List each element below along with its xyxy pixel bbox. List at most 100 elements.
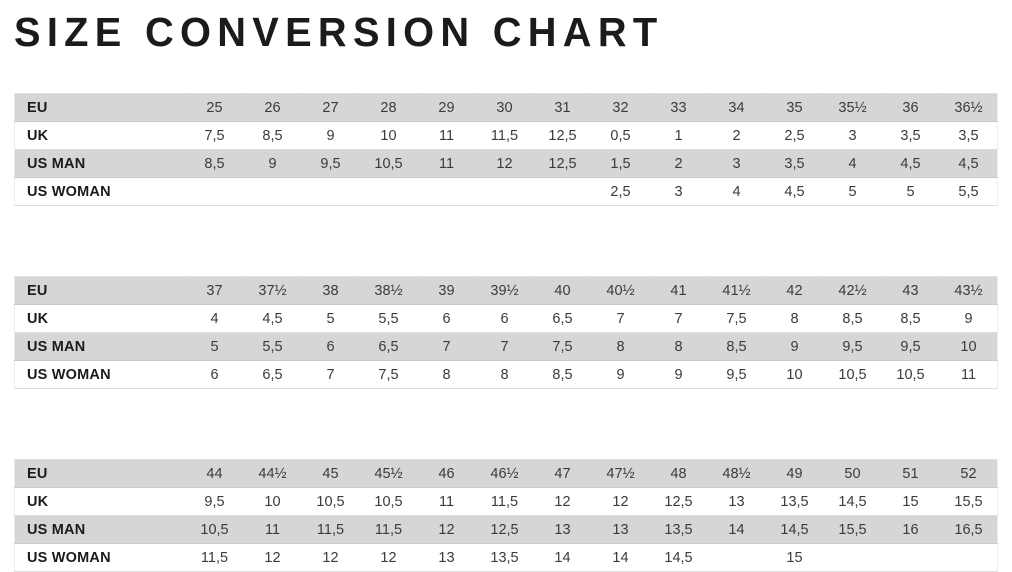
size-table-3-body: EU 44 44½ 45 45½ 46 46½ 47 47½ 48 48½ 49 50 51 52 UK 9,5… (14, 459, 998, 572)
size-cell: 38 (301, 276, 360, 305)
size-cell: 12 (417, 515, 476, 544)
size-cell: 15 (765, 543, 824, 572)
size-cell: 36 (881, 93, 940, 122)
size-cell: 8,5 (881, 304, 940, 333)
table-row: UK 9,5 10 10,5 10,5 11 11,5 12 12 12,5 13 13,5 14,5 1… (14, 487, 998, 516)
size-cell: 8 (591, 332, 650, 361)
size-cell: 9 (649, 360, 708, 389)
size-cell: 45 (301, 459, 360, 488)
size-cell: 9 (301, 121, 360, 150)
size-cell: 13,5 (475, 543, 534, 572)
size-cell: 50 (823, 459, 882, 488)
size-cell: 13,5 (649, 515, 708, 544)
size-cell: 14 (533, 543, 592, 572)
size-cell: 27 (301, 93, 360, 122)
size-cell: 4,5 (765, 177, 824, 206)
size-cell: 8 (765, 304, 824, 333)
size-cell: 11,5 (359, 515, 418, 544)
size-cell: 32 (591, 93, 650, 122)
size-cell: 42 (765, 276, 824, 305)
size-cell: 10 (939, 332, 998, 361)
size-cell: 26 (243, 93, 302, 122)
size-cell: 8 (475, 360, 534, 389)
size-cell: 44½ (243, 459, 302, 488)
table-row: US MAN 8,5 9 9,5 10,5 11 12 12,5 1,5 2 3 3,5 4 4,5 4,5 (14, 149, 998, 178)
size-cell: 12 (533, 487, 592, 516)
size-cell: 42½ (823, 276, 882, 305)
size-cell: 10,5 (823, 360, 882, 389)
size-cell: 3,5 (881, 121, 940, 150)
size-cell: 11 (417, 149, 476, 178)
table-row: EU 37 37½ 38 38½ 39 39½ 40 40½ 41 41½ 42 42½ 43 43½ (14, 276, 998, 305)
table-row: US WOMAN 6 6,5 7 7,5 8 8 8,5 9 9 9,5 10 10,5 10,5 11 (14, 360, 998, 389)
size-cell: 5,5 (359, 304, 418, 333)
table-row: UK 7,5 8,5 9 10 11 11,5 12,5 0,5 1 2 2,5 3 3,5 3,5 (14, 121, 998, 150)
size-cell: 40½ (591, 276, 650, 305)
size-table-1-body: EU 25 26 27 28 29 30 31 32 33 34 35 35½ 36 36½ UK 7,5 8,5… (14, 93, 998, 206)
table-row: UK 4 4,5 5 5,5 6 6 6,5 7 7 7,5 8 8,5 8,5 9 (14, 304, 998, 333)
page-title: SIZE CONVERSION CHART (14, 9, 664, 55)
size-cell: 12 (301, 543, 360, 572)
size-cell: 37½ (243, 276, 302, 305)
size-cell: 29 (417, 93, 476, 122)
size-cell: 37 (185, 276, 244, 305)
size-cell: 12 (475, 149, 534, 178)
size-cell: 5 (185, 332, 244, 361)
size-cell: 9,5 (881, 332, 940, 361)
size-cell: 43 (881, 276, 940, 305)
size-cell: 3,5 (939, 121, 998, 150)
size-cell: 9,5 (301, 149, 360, 178)
size-cell: 13 (591, 515, 650, 544)
size-table-2: EU 37 37½ 38 38½ 39 39½ 40 40½ 41 41½ 42 42½ 43 43½ UK 4… (14, 276, 998, 389)
size-cell: 7 (417, 332, 476, 361)
size-cell: 6,5 (243, 360, 302, 389)
size-cell: 3 (649, 177, 708, 206)
size-cell: 4 (185, 304, 244, 333)
row-label-us-man: US MAN (14, 332, 186, 361)
size-cell: 12 (359, 543, 418, 572)
size-cell: 8,5 (707, 332, 766, 361)
table-row: US MAN 10,5 11 11,5 11,5 12 12,5 13 13 13,5 14 14,5… (14, 515, 998, 544)
size-cell: 5,5 (243, 332, 302, 361)
size-cell: 9 (939, 304, 998, 333)
size-cell: 6 (301, 332, 360, 361)
size-cell: 9,5 (823, 332, 882, 361)
size-cell: 35½ (823, 93, 882, 122)
size-cell: 9 (591, 360, 650, 389)
tables-container: EU 25 26 27 28 29 30 31 32 33 34 35 35½ 36 36½ UK 7,5 8,5… (14, 93, 998, 572)
size-cell: 6,5 (359, 332, 418, 361)
size-cell: 4 (823, 149, 882, 178)
size-cell: 14 (591, 543, 650, 572)
size-cell (823, 543, 882, 572)
size-cell (533, 177, 592, 206)
size-cell: 8,5 (823, 304, 882, 333)
size-cell: 7 (301, 360, 360, 389)
row-label-us-man: US MAN (14, 515, 186, 544)
size-table-3: EU 44 44½ 45 45½ 46 46½ 47 47½ 48 48½ 49 50 51 52 UK 9,5… (14, 459, 998, 572)
size-cell (881, 543, 940, 572)
size-cell: 9,5 (707, 360, 766, 389)
size-cell: 11 (417, 487, 476, 516)
size-cell: 5,5 (939, 177, 998, 206)
size-cell: 51 (881, 459, 940, 488)
size-cell: 11 (243, 515, 302, 544)
size-cell: 25 (185, 93, 244, 122)
size-cell: 46½ (475, 459, 534, 488)
table-row: EU 44 44½ 45 45½ 46 46½ 47 47½ 48 48½ 49 50 51 52 (14, 459, 998, 488)
size-cell: 12,5 (533, 149, 592, 178)
row-label-us-woman: US WOMAN (14, 360, 186, 389)
size-cell: 41 (649, 276, 708, 305)
size-cell: 14,5 (649, 543, 708, 572)
size-cell: 13 (417, 543, 476, 572)
size-cell (243, 177, 302, 206)
size-cell: 2 (707, 121, 766, 150)
size-cell: 16 (881, 515, 940, 544)
size-cell: 10 (359, 121, 418, 150)
size-cell: 10,5 (359, 487, 418, 516)
row-label-us-woman: US WOMAN (14, 543, 186, 572)
size-cell: 2,5 (765, 121, 824, 150)
size-cell (301, 177, 360, 206)
size-cell: 10 (765, 360, 824, 389)
size-cell: 13 (533, 515, 592, 544)
